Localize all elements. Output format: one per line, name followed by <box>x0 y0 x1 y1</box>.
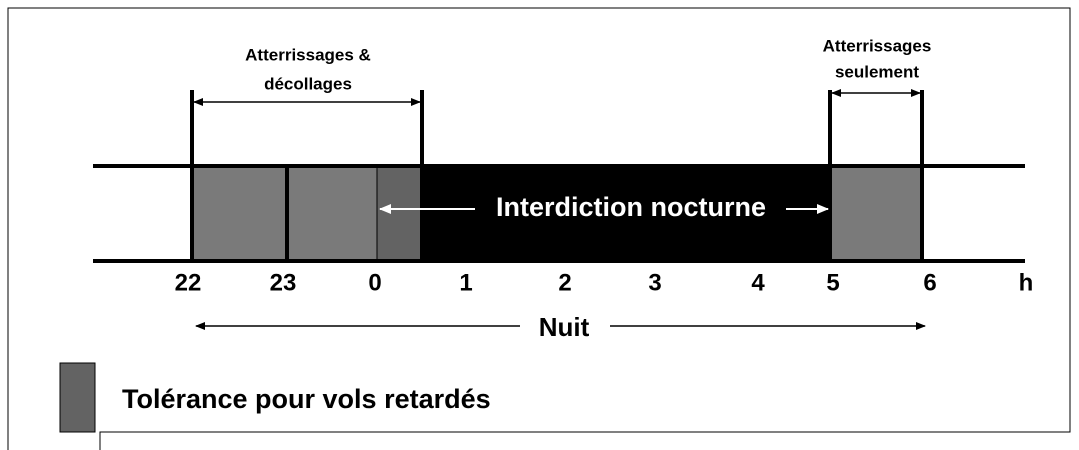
frame <box>7 7 1071 450</box>
band-label: Interdiction nocturne <box>496 192 766 222</box>
hour-label: 3 <box>648 269 661 296</box>
hour-label: 22 <box>175 269 202 296</box>
top-label: seulement <box>835 62 919 81</box>
tolerance-box <box>377 166 422 261</box>
hour-label: 0 <box>368 269 381 296</box>
hour-label: 4 <box>751 269 765 296</box>
legend-label: Tolérance pour vols retardés <box>122 384 491 414</box>
top-label: décollages <box>264 74 352 93</box>
hour-label: 23 <box>270 269 297 296</box>
period-box <box>287 166 377 261</box>
hour-axis: 22 23 0 1 2 3 4 5 6 <box>175 269 937 296</box>
legend-swatch <box>59 362 96 433</box>
hour-label: 6 <box>923 269 936 296</box>
period-box <box>192 166 287 261</box>
ban-box <box>422 166 830 261</box>
hour-label: 5 <box>826 269 839 296</box>
top-label: Atterrissages <box>823 36 932 55</box>
night-label: Nuit <box>539 312 590 342</box>
period-box <box>830 166 922 261</box>
top-label: Atterrissages & <box>245 45 371 64</box>
hour-label: 1 <box>459 269 472 296</box>
hour-label: 2 <box>558 269 571 296</box>
unit-label: h <box>1019 269 1034 296</box>
